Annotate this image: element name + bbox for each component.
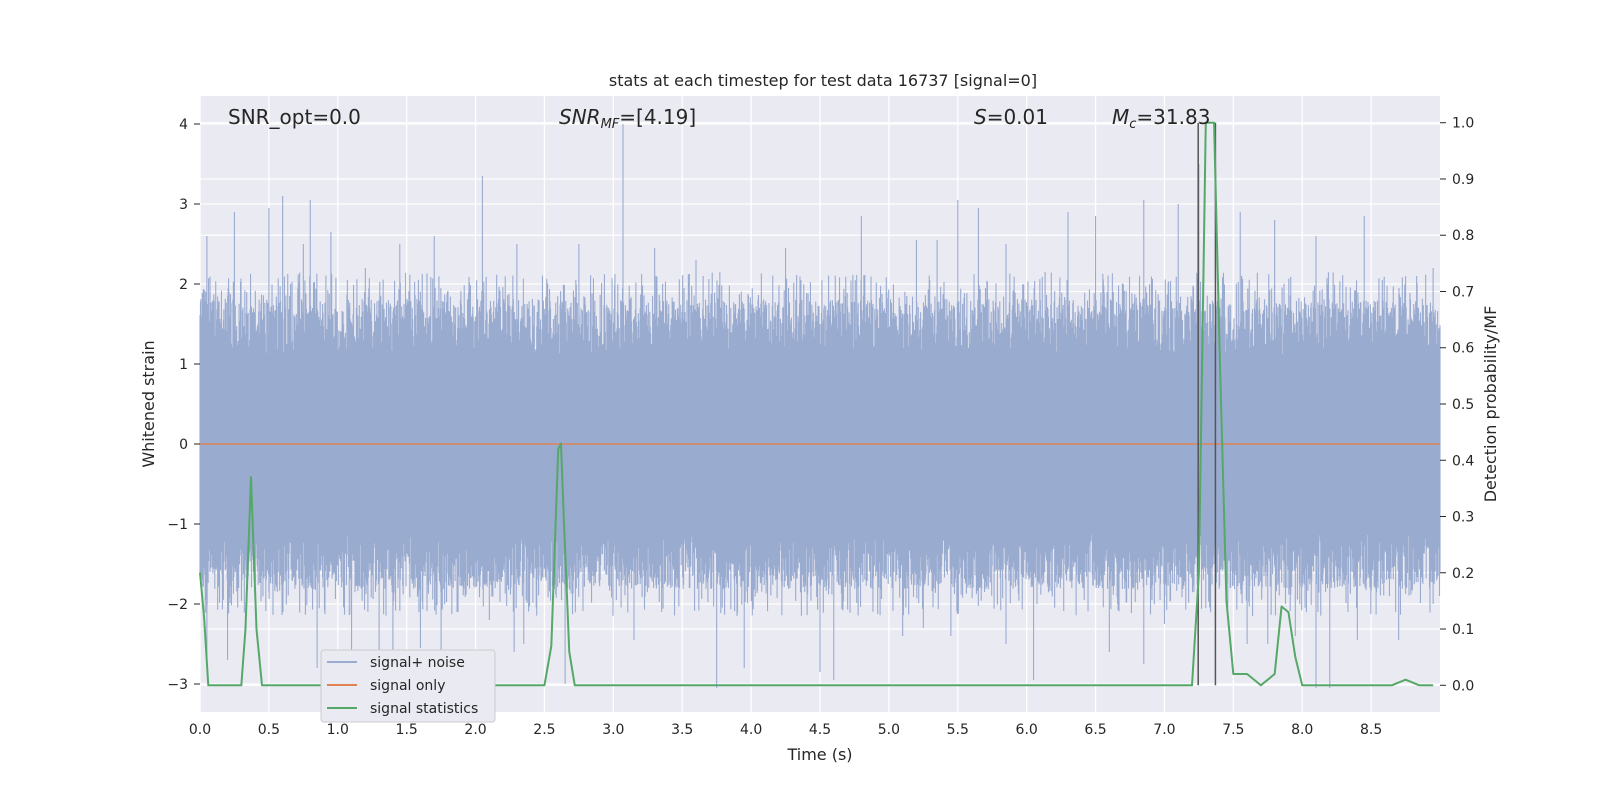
y-tick-label: 1 bbox=[179, 357, 188, 373]
annotation-snr-mf: SNRMF=[4.19] bbox=[559, 105, 696, 132]
legend-label-signal-only: signal only bbox=[370, 678, 445, 694]
x-tick-label: 4.5 bbox=[809, 722, 831, 738]
annotation-s: S=0.01 bbox=[974, 105, 1048, 129]
legend-label-signal-statistics: signal statistics bbox=[370, 701, 478, 717]
annotation-snr-mf-var: SNR bbox=[559, 105, 601, 129]
x-tick-label: 5.5 bbox=[947, 722, 969, 738]
x-axis-label: Time (s) bbox=[786, 745, 852, 764]
series-signal-statistics bbox=[199, 121, 1434, 687]
y-axis-left: −3 −2 −1 0 1 2 3 4 bbox=[167, 117, 200, 693]
y-tick-label: −3 bbox=[167, 677, 188, 693]
x-tick-label: 2.0 bbox=[464, 722, 486, 738]
x-tick-label: 1.0 bbox=[327, 722, 349, 738]
x-tick-label: 0.5 bbox=[258, 722, 280, 738]
x-tick-label: 7.0 bbox=[1153, 722, 1175, 738]
y2-tick-label: 0.3 bbox=[1452, 510, 1474, 526]
x-tick-label: 2.5 bbox=[533, 722, 555, 738]
x-tick-label: 1.5 bbox=[396, 722, 418, 738]
y2-tick-label: 0.4 bbox=[1452, 453, 1474, 469]
legend: signal+ noise signal only signal statist… bbox=[320, 649, 496, 723]
y-axis-right: 0.0 0.1 0.2 0.3 0.4 0.5 0.6 0.7 0.8 0.9 1.0 bbox=[1440, 116, 1474, 694]
y-tick-label: −2 bbox=[167, 597, 188, 613]
y-tick-label: −1 bbox=[167, 517, 188, 533]
annotation-mc-var: M bbox=[1112, 105, 1129, 129]
x-tick-label: 6.5 bbox=[1084, 722, 1106, 738]
x-tick-label: 0.0 bbox=[189, 722, 211, 738]
signal-statistics-line bbox=[199, 121, 1434, 687]
annotation-snr-mf-val: =[4.19] bbox=[619, 105, 696, 129]
legend-box bbox=[320, 649, 496, 723]
annotation-mc: Mc=31.83 bbox=[1112, 105, 1210, 132]
y2-axis-label: Detection probability/MF bbox=[1481, 306, 1500, 503]
y2-tick-label: 0.7 bbox=[1452, 284, 1474, 300]
legend-label-signal-noise: signal+ noise bbox=[370, 655, 465, 671]
y-tick-label: 2 bbox=[179, 277, 188, 293]
annotation-snr-opt: SNR_opt=0.0 bbox=[228, 105, 361, 129]
x-tick-label: 4.0 bbox=[740, 722, 762, 738]
x-tick-label: 3.0 bbox=[602, 722, 624, 738]
x-tick-label: 7.5 bbox=[1222, 722, 1244, 738]
x-tick-label: 6.0 bbox=[1016, 722, 1038, 738]
y2-tick-label: 1.0 bbox=[1452, 116, 1474, 132]
y2-tick-label: 0.2 bbox=[1452, 566, 1474, 582]
y2-tick-label: 0.6 bbox=[1452, 341, 1474, 357]
annotation-snr-mf-sub: MF bbox=[601, 117, 620, 132]
annotation-s-val: =0.01 bbox=[987, 105, 1048, 129]
y-axis-label: Whitened strain bbox=[139, 340, 158, 467]
chart-title: stats at each timestep for test data 167… bbox=[609, 71, 1037, 90]
y-tick-label: 0 bbox=[179, 437, 188, 453]
annotation-mc-sub: c bbox=[1129, 117, 1136, 132]
y2-tick-label: 0.8 bbox=[1452, 228, 1474, 244]
y2-tick-label: 0.5 bbox=[1452, 397, 1474, 413]
x-tick-label: 8.5 bbox=[1360, 722, 1382, 738]
x-tick-label: 5.0 bbox=[878, 722, 900, 738]
annotation-s-var: S bbox=[974, 105, 987, 129]
annotation-mc-val: =31.83 bbox=[1136, 105, 1210, 129]
x-axis: 0.0 0.5 1.0 1.5 2.0 2.5 3.0 3.5 4.0 4.5 5.0 5.5 6.0 6… bbox=[189, 722, 1382, 738]
y2-tick-label: 0.1 bbox=[1452, 622, 1474, 638]
y2-tick-label: 0.9 bbox=[1452, 172, 1474, 188]
x-tick-label: 3.5 bbox=[671, 722, 693, 738]
y2-tick-label: 0.0 bbox=[1452, 678, 1474, 694]
y-tick-label: 4 bbox=[179, 117, 188, 133]
x-tick-label: 8.0 bbox=[1291, 722, 1313, 738]
y-tick-label: 3 bbox=[179, 197, 188, 213]
